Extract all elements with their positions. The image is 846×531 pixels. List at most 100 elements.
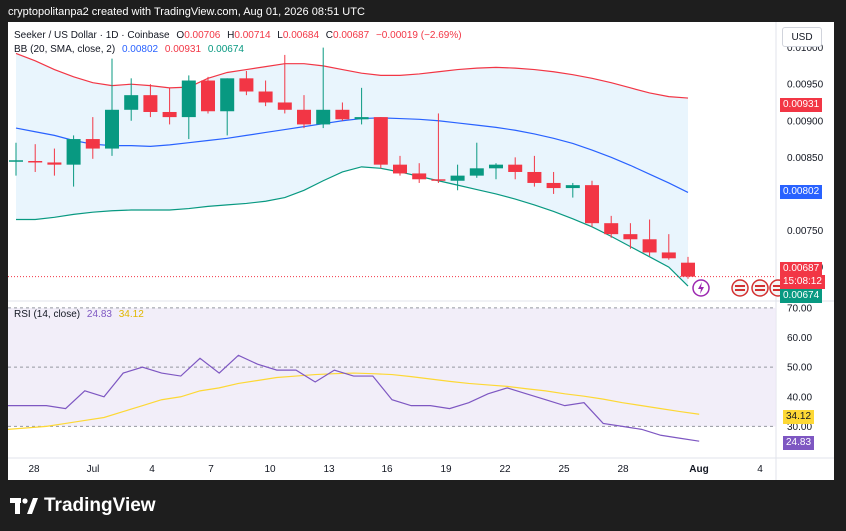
candle-body [28,161,43,163]
us-flag-stripe [773,285,783,287]
rsi-tick-label: 60.00 [787,333,812,344]
candle-body [181,80,196,118]
candle-body [527,171,542,183]
legend-bb-basis: 0.00802 [121,44,159,55]
bb-lower-line [16,166,689,287]
tradingview-logo[interactable]: TradingView [10,494,156,518]
legend-bb-upper: 0.00931 [164,44,202,55]
candle [258,80,273,107]
price-tag-lower: 0.00674 [780,289,823,303]
time-tick-label: 28 [617,464,629,475]
time-tick-label: 4 [149,464,155,475]
time-tick-label: 7 [208,464,214,475]
candle-body [124,95,139,110]
candle-body [681,262,695,277]
candle-body [297,109,311,125]
candle-body [162,111,177,118]
candle [85,117,100,159]
time-tick-label: 10 [264,464,276,475]
candle [201,76,215,114]
candle [181,75,196,140]
us-flag-stripe [773,289,783,291]
candle [47,148,62,176]
time-tick-label: 22 [499,464,511,475]
candle-body [85,139,100,149]
candle [565,182,580,198]
candle-body [335,109,350,120]
tradingview-wordmark: TradingView [44,495,156,516]
price-tag-rsi: 24.83 [783,436,815,450]
candle [373,117,388,169]
candle [508,157,523,180]
candle [546,171,561,194]
candle-body [220,78,235,112]
candle [9,142,23,176]
candle [469,142,484,178]
candle-body [201,80,215,112]
legend-rsi-value: 24.83 [86,309,112,320]
legend-bb: BB (20, SMA, close, 2) 0.00802 0.00931 0… [14,44,248,55]
price-tick-label: 0.00900 [787,116,824,127]
candle-body [661,252,676,259]
candle [585,180,599,227]
legend-symbol: Seeker / US Dollar · 1D · Coinbase [14,30,170,41]
price-tick-label: 0.00750 [787,226,824,237]
candle-body [239,78,254,92]
candle-body [66,139,81,165]
time-tick-label: 16 [381,464,393,475]
candle-body [373,117,388,165]
bb-basis-line [15,117,689,193]
time-tick-label: 28 [28,464,40,475]
candle [28,144,43,172]
candle-body [623,234,638,240]
candle-body [431,179,446,181]
candle [297,95,311,129]
candle [124,78,139,121]
us-flag-stripe [755,285,765,287]
attribution-header: cryptopolitanpa2 created with TradingVie… [8,6,365,18]
candle-body [258,91,273,103]
legend-bb-label: BB (20, SMA, close, 2) [14,44,116,55]
candle-body [277,102,292,110]
time-tick-label: 19 [440,464,452,475]
legend-ohlc: Seeker / US Dollar · 1D · Coinbase O0.00… [14,30,466,41]
candle [220,78,235,136]
candle-body [565,185,580,189]
candle-body [508,164,523,172]
legend-low: L0.00684 [277,30,320,41]
candle-body [143,95,158,112]
candle-body [450,175,465,181]
us-flag-icon [751,279,769,297]
time-tick-label: Aug [689,464,708,475]
rsi-ma-line [7,372,700,430]
rsi-tick-label: 70.00 [787,303,812,314]
candle [450,164,465,191]
candle-body [9,160,23,162]
candle-body [585,185,599,224]
lightning-glyph [698,282,704,294]
candle [277,54,292,114]
candle-body [546,182,561,189]
currency-button[interactable]: USD [782,27,822,47]
candle [431,113,446,183]
candle [527,155,542,187]
price-tag-countdown: 15:08:12 [780,275,825,289]
price-tick-label: 0.00850 [787,153,824,164]
candle-body [393,164,407,174]
us-flag-icon [731,279,749,297]
time-tick-label: 4 [757,464,763,475]
candle [316,47,331,129]
price-tick-label: 0.00950 [787,80,824,91]
legend-open: O0.00706 [176,30,221,41]
us-flag-stripe [735,285,745,287]
candle [661,234,676,260]
legend-rsi-label: RSI (14, close) [14,309,81,320]
price-tag-basis: 0.00802 [780,185,823,199]
time-tick-label: 13 [323,464,335,475]
candle [143,84,158,118]
candle [239,71,254,96]
legend-close: C0.00687 [325,30,370,41]
candle-body [489,164,503,169]
